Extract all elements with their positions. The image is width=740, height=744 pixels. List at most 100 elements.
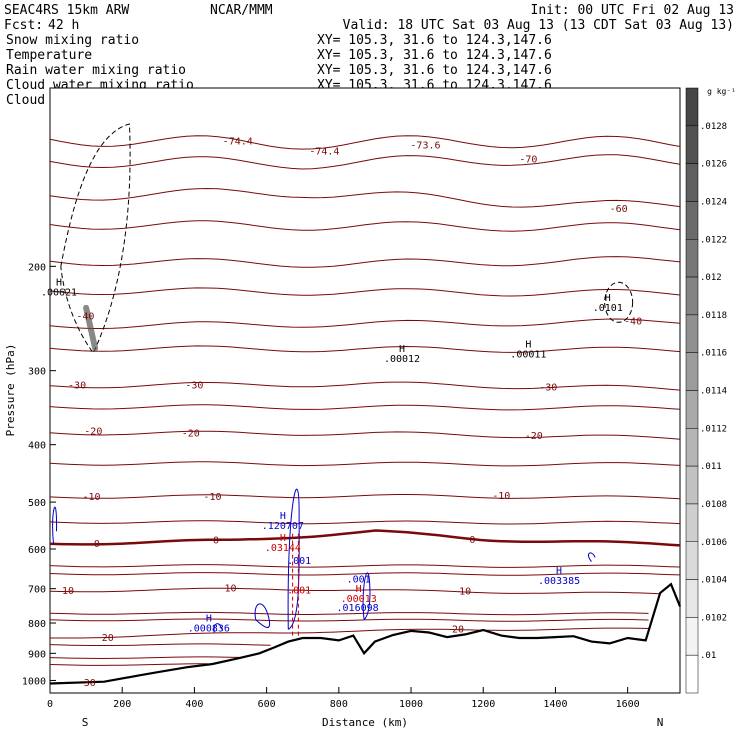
org-label: NCAR/MMM [210, 3, 273, 18]
temperature-label: -40 [76, 311, 94, 322]
y-tick-label: 300 [28, 367, 46, 378]
maximum-value: .016098 [337, 603, 379, 614]
colorbar-label: .0114 [700, 387, 727, 397]
field-coords: XY= 105.3, 31.6 to 124.3,147.6 [317, 48, 552, 63]
temperature-label: -74.4 [223, 136, 253, 147]
y-tick-label: 1000 [22, 676, 46, 687]
colorbar-swatch [686, 164, 698, 202]
colorbar-label: .011 [700, 462, 722, 472]
field-coords: XY= 105.3, 31.6 to 124.3,147.6 [317, 33, 552, 48]
temperature-label: 30 [84, 678, 96, 689]
temperature-label: 0 [469, 535, 475, 546]
temperature-label: -10 [203, 492, 221, 503]
x-end-label-north: N [657, 716, 664, 729]
colorbar-swatch [686, 466, 698, 504]
colorbar-swatch [686, 315, 698, 353]
y-tick-label: 500 [28, 498, 46, 509]
y-tick-label: 400 [28, 441, 46, 452]
y-tick-label: 200 [28, 262, 46, 273]
colorbar-unit: g kg⁻¹ [707, 87, 736, 96]
field-name: Temperature [6, 48, 92, 63]
y-axis-title: Pressure (hPa) [4, 344, 17, 437]
x-tick-label: 0 [47, 699, 53, 710]
x-tick-label: 200 [113, 699, 131, 710]
x-tick-label: 600 [258, 699, 276, 710]
temperature-label: 10 [224, 584, 236, 595]
maximum-value: .00011 [510, 349, 546, 360]
valid-time: Valid: 18 UTC Sat 03 Aug 13 (13 CDT Sat … [343, 18, 734, 33]
maximum-value: .001 [287, 585, 311, 596]
fcst-label: Fcst: [4, 18, 43, 33]
colorbar-label: .0118 [700, 311, 727, 321]
colorbar-label: .0122 [700, 235, 727, 245]
temperature-label: -30 [539, 382, 557, 393]
colorbar-swatch [686, 655, 698, 693]
init-time: Init: 00 UTC Fri 02 Aug 13 [531, 3, 735, 18]
colorbar-swatch [686, 277, 698, 315]
field-name: Rain water mixing ratio [6, 63, 186, 78]
model-title: SEAC4RS 15km ARW [4, 3, 129, 18]
temperature-label: 20 [102, 633, 114, 644]
x-tick-label: 800 [330, 699, 348, 710]
colorbar-swatch [686, 353, 698, 391]
x-tick-label: 1600 [616, 699, 640, 710]
colorbar-swatch [686, 88, 698, 126]
field-name: Snow mixing ratio [6, 33, 139, 48]
colorbar-label: .012 [700, 273, 722, 283]
colorbar-swatch [686, 126, 698, 164]
x-tick-label: 1000 [399, 699, 423, 710]
temperature-label: -40 [624, 317, 642, 328]
y-tick-label: 700 [28, 585, 46, 596]
temperature-label: -60 [610, 204, 628, 215]
temperature-label: 10 [62, 586, 74, 597]
colorbar: .0128.0126.0124.0122.012.0118.0116.0114.… [686, 88, 727, 693]
colorbar-label: .0108 [700, 500, 727, 510]
temperature-label: -20 [525, 431, 543, 442]
colorbar-label: .0112 [700, 424, 727, 434]
colorbar-label: .0106 [700, 538, 727, 548]
colorbar-swatch [686, 391, 698, 429]
colorbar-swatch [686, 580, 698, 618]
colorbar-label: .0104 [700, 576, 727, 586]
maximum-value: .00012 [384, 354, 420, 365]
temperature-label: 0 [213, 536, 219, 547]
temperature-label: -30 [68, 381, 86, 392]
x-tick-label: 1200 [471, 699, 495, 710]
temperature-label: -30 [185, 381, 203, 392]
field-coords: XY= 105.3, 31.6 to 124.3,147.6 [317, 63, 552, 78]
colorbar-label: .0124 [700, 197, 727, 207]
temperature-label: 20 [452, 625, 464, 636]
colorbar-label: .0128 [700, 122, 727, 132]
temperature-label: -74.4 [309, 147, 339, 158]
maximum-value: .03144 [265, 543, 301, 554]
temperature-label: -10 [492, 491, 510, 502]
maximum-value: .0101 [593, 303, 623, 314]
colorbar-swatch [686, 201, 698, 239]
colorbar-swatch [686, 504, 698, 542]
temperature-label: 0 [94, 539, 100, 550]
temperature-label: -10 [82, 492, 100, 503]
colorbar-swatch [686, 239, 698, 277]
fcst-value: 42 h [48, 18, 79, 33]
colorbar-swatch [686, 428, 698, 466]
maximum-value: .001 [287, 556, 311, 567]
y-tick-label: 600 [28, 545, 46, 556]
colorbar-label: .0102 [700, 613, 727, 623]
colorbar-label: .0126 [700, 160, 727, 170]
x-axis-title: Distance (km) [322, 716, 408, 729]
temperature-label: 10 [459, 587, 471, 598]
temperature-label: -20 [84, 426, 102, 437]
colorbar-swatch [686, 617, 698, 655]
temperature-label: -73.6 [410, 140, 440, 151]
x-tick-label: 1400 [543, 699, 567, 710]
colorbar-label: .01 [700, 651, 716, 661]
maximum-value: .00621 [41, 288, 77, 299]
x-end-label-south: S [82, 716, 89, 729]
temperature-label: -70 [519, 154, 537, 165]
x-tick-label: 400 [185, 699, 203, 710]
maximum-value: .003385 [538, 576, 580, 587]
maximum-value: .000836 [188, 623, 230, 634]
temperature-label: -20 [182, 429, 200, 440]
maximum-value: .120707 [262, 521, 304, 532]
